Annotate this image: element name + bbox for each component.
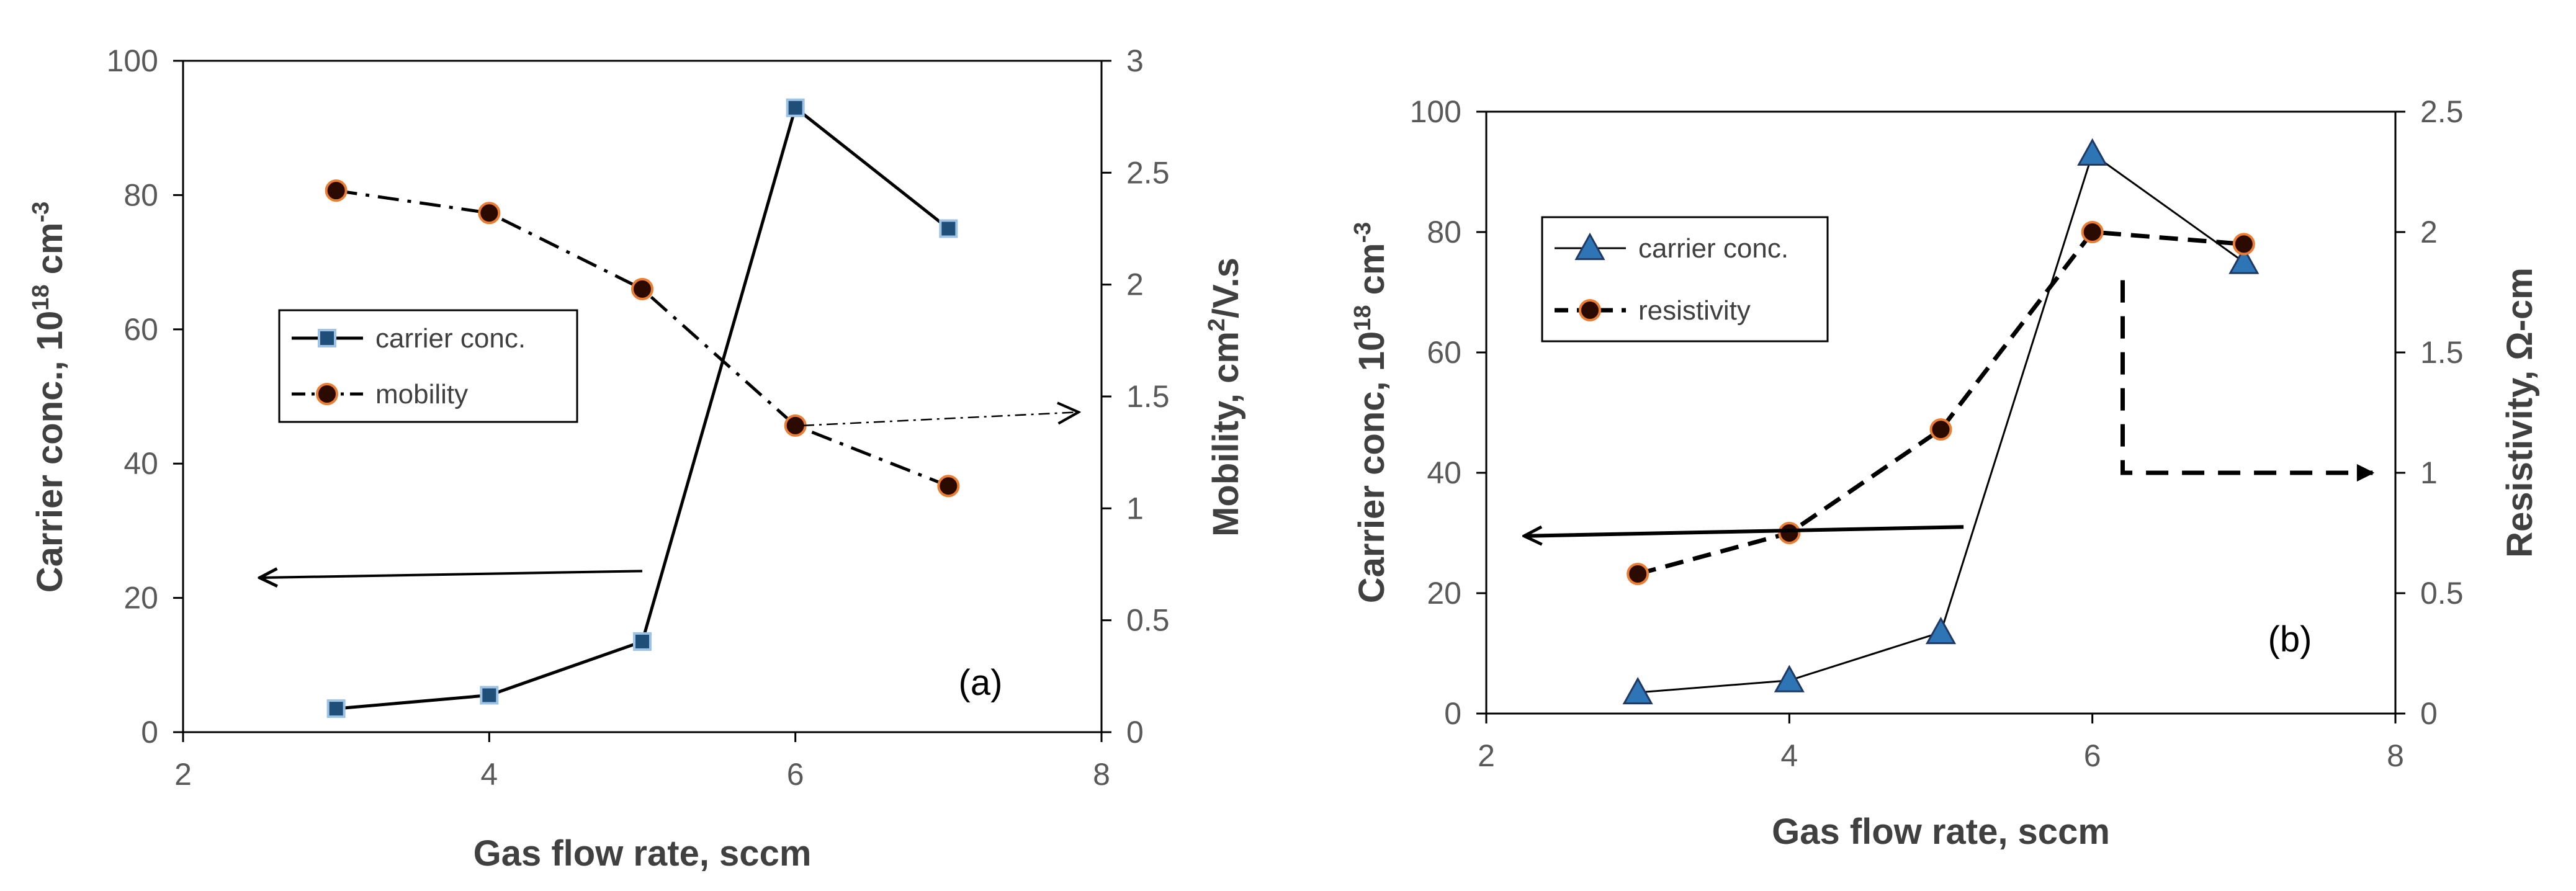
y-right-title-unit: /V.s — [1206, 257, 1246, 318]
data-point-carrier-conc — [1925, 616, 1957, 645]
legend: carrier conc. mobility — [278, 309, 578, 423]
y-left-axis-title: Carrier conc, 1018 cm-3 — [1350, 222, 1392, 604]
y-right-title-main: Mobility, cm — [1206, 331, 1246, 537]
y-left-tick-label: 0 — [1444, 696, 1461, 731]
y-left-title-sup: 18 — [28, 284, 54, 310]
y-left-tick-label: 100 — [107, 43, 158, 78]
y-left-title-main: Carrier conc., 10 — [30, 311, 70, 593]
y-left-tick-label: 20 — [1427, 576, 1461, 611]
legend-label: resistivity — [1638, 295, 1751, 326]
y-right-tick-label: 0.5 — [1126, 603, 1170, 638]
data-point-resistivity — [1778, 522, 1801, 544]
data-point-carrier-conc — [2228, 246, 2260, 274]
data-point-mobility — [784, 414, 807, 437]
legend-marker — [1574, 232, 1605, 261]
panel-label: (b) — [2268, 619, 2312, 660]
data-point-resistivity — [1627, 562, 1649, 585]
data-point-carrier-conc — [480, 686, 499, 705]
y-left-title-unit-sup: -3 — [1350, 222, 1376, 243]
x-axis-title: Gas flow rate, sccm — [473, 833, 812, 874]
y-right-tick-label: 0.5 — [2420, 576, 2464, 611]
data-point-carrier-conc — [1622, 676, 1653, 705]
y-left-tick-label: 40 — [123, 446, 158, 481]
y-left-title-main: Carrier conc, 10 — [1352, 331, 1392, 603]
y-right-title-main: Resistivity, Ω-cm — [2500, 267, 2540, 558]
plot-frame — [1485, 110, 2397, 715]
y-left-title-unit-sup: -3 — [28, 202, 54, 223]
panel-label: (a) — [959, 663, 1003, 703]
data-point-carrier-conc — [633, 632, 652, 651]
x-tick-label: 4 — [1780, 738, 1798, 773]
y-right-tick-label: 0 — [2420, 696, 2438, 731]
x-axis-title: Gas flow rate, sccm — [1772, 812, 2110, 852]
data-point-carrier-conc — [326, 699, 346, 719]
y-right-tick-label: 1.5 — [1126, 379, 1170, 414]
y-left-tick-label: 20 — [123, 581, 158, 616]
y-left-tick-label: 60 — [1427, 335, 1461, 370]
legend-label: carrier conc. — [1638, 233, 1788, 264]
y-right-tick-label: 2 — [1126, 267, 1144, 302]
x-tick-label: 4 — [480, 757, 498, 792]
y-right-axis-title: Resistivity, Ω-cm — [2500, 267, 2540, 558]
data-point-carrier-conc — [1774, 665, 1805, 692]
legend-label: carrier conc. — [375, 323, 526, 354]
y-right-tick-label: 2.5 — [2420, 94, 2464, 129]
data-point-resistivity — [2081, 221, 2104, 243]
y-right-title-sup: 2 — [1204, 318, 1230, 331]
data-point-mobility — [478, 202, 501, 225]
x-tick-label: 6 — [2084, 738, 2101, 773]
arrow-to-right-axis — [802, 412, 1079, 427]
legend-marker — [318, 329, 336, 347]
arrow-to-right-axis — [2120, 280, 2375, 482]
x-tick-label: 2 — [1478, 738, 1495, 773]
data-point-carrier-conc — [939, 219, 958, 238]
y-right-tick-label: 2 — [2420, 215, 2438, 249]
y-left-tick-label: 80 — [1427, 215, 1461, 249]
y-left-title-sup: 18 — [1350, 305, 1376, 331]
series-line-resistivity — [1637, 230, 2245, 576]
y-left-title-unit: cm — [30, 222, 70, 284]
y-left-title-unit: cm — [1352, 243, 1392, 305]
data-point-resistivity — [1929, 418, 1952, 441]
x-tick-label: 6 — [787, 757, 804, 792]
data-point-mobility — [325, 179, 348, 202]
legend-label: mobility — [375, 379, 468, 410]
y-right-axis-title: Mobility, cm2/V.s — [1204, 257, 1246, 537]
legend: carrier conc. resistivity — [1541, 216, 1829, 343]
data-point-mobility — [631, 277, 653, 300]
arrow-to-left-axis — [1524, 525, 1964, 536]
legend-marker — [1579, 299, 1601, 321]
y-right-tick-label: 2.5 — [1126, 155, 1170, 190]
data-point-mobility — [937, 475, 960, 498]
legend-marker — [316, 383, 338, 405]
y-right-tick-label: 0 — [1126, 715, 1144, 750]
data-point-carrier-conc — [786, 98, 805, 117]
y-left-tick-label: 100 — [1410, 94, 1461, 129]
x-tick-label: 8 — [1093, 757, 1110, 792]
y-right-tick-label: 3 — [1126, 43, 1144, 78]
arrow-to-left-axis — [259, 571, 643, 578]
y-right-tick-label: 1 — [1126, 491, 1144, 526]
y-left-tick-label: 60 — [123, 312, 158, 347]
x-tick-label: 2 — [174, 757, 192, 792]
data-point-resistivity — [2232, 233, 2255, 256]
y-left-tick-label: 40 — [1427, 455, 1461, 490]
y-left-axis-title: Carrier conc., 1018 cm-3 — [28, 202, 70, 593]
x-tick-label: 8 — [2387, 738, 2404, 773]
y-right-tick-label: 1 — [2420, 455, 2438, 490]
data-point-carrier-conc — [2077, 138, 2108, 166]
y-right-tick-label: 1.5 — [2420, 335, 2464, 370]
y-left-tick-label: 80 — [123, 177, 158, 212]
y-left-tick-label: 0 — [141, 715, 158, 750]
